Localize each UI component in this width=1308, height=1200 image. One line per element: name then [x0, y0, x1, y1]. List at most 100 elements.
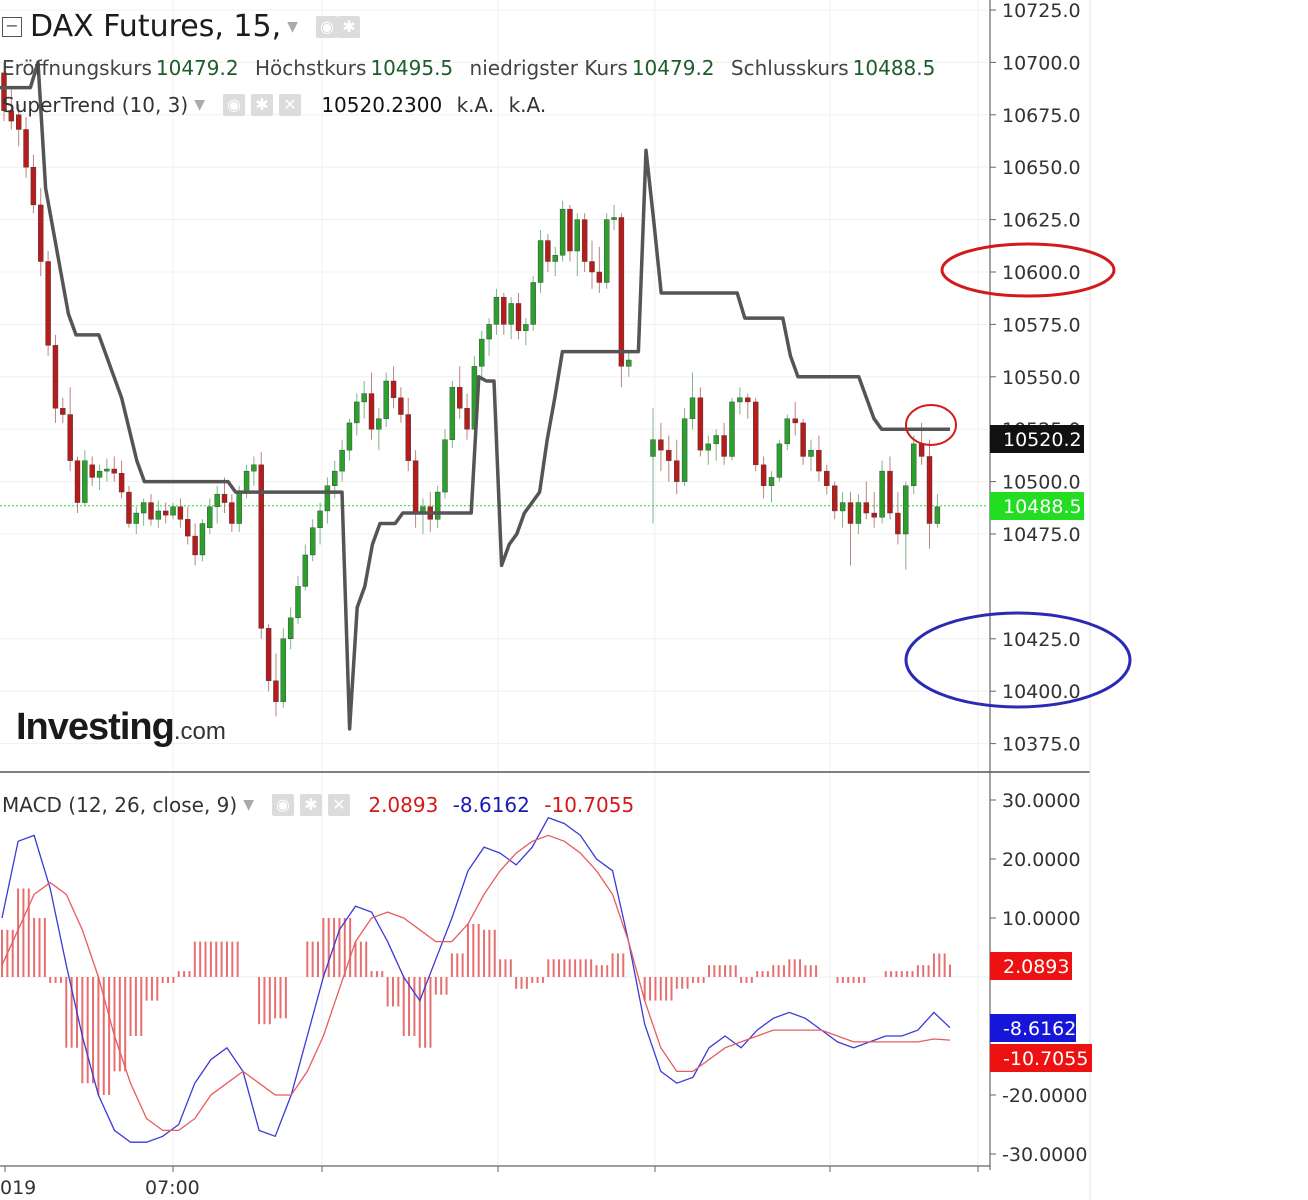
- candle-body: [918, 443, 925, 457]
- candle-body: [596, 271, 603, 283]
- low-label: niedrigster Kurs: [469, 55, 628, 80]
- annotation-ellipse-blue: [904, 611, 1132, 709]
- annotation-circle-red-small: [905, 404, 957, 446]
- candle-body: [574, 219, 580, 252]
- candle-body: [604, 219, 610, 283]
- gear-icon[interactable]: ✱: [250, 93, 273, 116]
- high-value: 10495.5: [370, 55, 454, 80]
- candle-body: [89, 464, 95, 478]
- candle-body: [434, 491, 441, 520]
- candle-body: [295, 586, 301, 619]
- candle-body: [523, 324, 529, 331]
- candle-body: [140, 502, 147, 514]
- candle-body: [96, 470, 103, 478]
- logo-suffix: .com: [173, 718, 226, 745]
- candle-body: [23, 129, 29, 168]
- supertrend-na-1: k.A.: [456, 92, 495, 117]
- close-value: 10488.5: [852, 55, 936, 80]
- supertrend-line: [0, 60, 950, 731]
- macd-tick-label: -20.0000: [1002, 1085, 1087, 1107]
- macd-badge: -8.6162: [1003, 1018, 1076, 1040]
- candle-body: [530, 282, 536, 325]
- candle-body: [346, 422, 353, 451]
- candle-body: [229, 502, 235, 524]
- candle-body: [207, 506, 213, 528]
- candle-body: [784, 418, 790, 445]
- candle-body: [251, 464, 257, 472]
- open-value: 10479.2: [155, 55, 239, 80]
- candle-body: [354, 401, 360, 424]
- candle-body: [16, 114, 22, 130]
- annotation-circles: [904, 242, 1132, 709]
- chevron-down-icon[interactable]: ▼: [287, 18, 298, 35]
- candle-body: [442, 439, 448, 493]
- candle-body: [361, 393, 367, 403]
- candle-body: [177, 506, 184, 520]
- signal-badge: -10.7055: [1003, 1048, 1088, 1070]
- candle-body: [713, 435, 719, 445]
- price-tick-label: 10700.0: [1002, 52, 1081, 74]
- candle-body: [30, 166, 37, 206]
- candle-body: [760, 464, 767, 486]
- candle-body: [618, 217, 625, 367]
- candle-body: [824, 470, 830, 486]
- candle-body: [887, 470, 893, 514]
- candle-body: [449, 387, 456, 440]
- candle-body: [236, 491, 242, 524]
- candle-body: [317, 510, 323, 528]
- eye-icon[interactable]: ◉: [271, 793, 294, 816]
- candle-body: [611, 217, 617, 220]
- candle-body: [221, 493, 228, 503]
- price-tick-label: 10575.0: [1002, 314, 1081, 336]
- candle-body: [705, 443, 711, 451]
- close-icon[interactable]: ✕: [278, 93, 301, 116]
- price-tick-label: 10650.0: [1002, 157, 1081, 179]
- collapse-toggle[interactable]: −: [2, 16, 22, 37]
- candle-body: [855, 502, 862, 524]
- candle-body: [581, 219, 588, 262]
- supertrend-value: 10520.2300: [321, 92, 443, 117]
- candle-body: [133, 512, 140, 524]
- macd-line-value: -8.6162: [452, 792, 530, 817]
- gear-icon[interactable]: ✱: [337, 15, 360, 38]
- gear-icon[interactable]: ✱: [299, 793, 322, 816]
- time-label: 019: [0, 1177, 36, 1199]
- supertrend-series: [0, 60, 950, 731]
- candle-body: [666, 449, 672, 461]
- candle-body: [871, 512, 877, 518]
- annotation-ellipse-red: [940, 242, 1116, 298]
- candle-body: [405, 414, 411, 461]
- supertrend-legend: SuperTrend (10, 3) ▼ ◉ ✱ ✕ 10520.2300 k.A. k…: [2, 91, 546, 117]
- candle-body: [273, 680, 279, 702]
- candle-body: [689, 397, 696, 419]
- candle-body: [847, 502, 854, 524]
- candle-body: [501, 296, 507, 325]
- candle-body: [199, 523, 206, 556]
- candle-body: [265, 628, 272, 681]
- candle-body: [60, 408, 66, 415]
- hist-badge: 2.0893: [1003, 956, 1069, 978]
- candle-body: [390, 380, 397, 398]
- candle-body: [464, 408, 470, 430]
- candle-body: [800, 422, 806, 457]
- candle-body: [38, 204, 44, 262]
- candle-body: [52, 345, 59, 409]
- close-badge: 10488.5: [1003, 496, 1082, 518]
- price-tick-label: 10400.0: [1002, 681, 1081, 703]
- candle-body: [324, 485, 331, 512]
- candle-body: [508, 303, 514, 325]
- close-icon[interactable]: ✕: [327, 793, 350, 816]
- eye-icon[interactable]: ◉: [222, 93, 245, 116]
- candle-body: [745, 397, 751, 403]
- candle-body: [863, 502, 869, 514]
- chevron-down-icon[interactable]: ▼: [194, 96, 205, 113]
- candle-body: [559, 208, 566, 256]
- candle-body: [67, 414, 73, 461]
- close-badge-bg: [990, 492, 1084, 520]
- candle-body: [816, 449, 822, 472]
- candle-body: [214, 493, 220, 507]
- eye-icon[interactable]: ◉: [315, 15, 338, 38]
- candle-body: [650, 439, 656, 457]
- chevron-down-icon[interactable]: ▼: [243, 796, 254, 813]
- candle-body: [192, 535, 198, 556]
